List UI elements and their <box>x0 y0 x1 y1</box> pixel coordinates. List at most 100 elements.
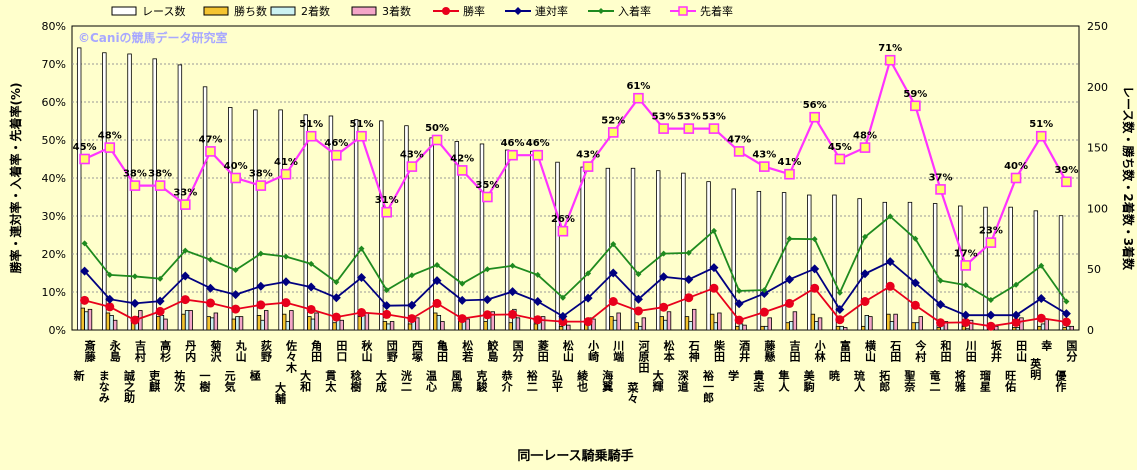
point-先着率 <box>129 180 141 191</box>
data-label: 43% <box>576 150 600 161</box>
legend-label: 3着数 <box>382 4 411 18</box>
bar-3着数 <box>163 318 168 331</box>
y-right-tick-label: 0 <box>1087 324 1094 337</box>
point-連対率 <box>130 298 140 308</box>
x-tick-label-family: 佐々木 <box>284 339 298 374</box>
x-tick-label-family: 菊沢 <box>209 339 222 363</box>
data-label: 47% <box>727 134 751 145</box>
x-tick-label-given: 大輝 <box>651 369 664 393</box>
point-先着率 <box>935 184 946 195</box>
point-先着率 <box>205 146 216 157</box>
x-tick-label-given: 深道 <box>676 369 689 393</box>
y-left-tick-label: 60% <box>42 96 66 109</box>
bar-2着数 <box>1040 323 1046 331</box>
bar-勝ち数 <box>1037 325 1042 331</box>
bar-3着数 <box>717 312 722 331</box>
bar-2着数 <box>235 316 240 331</box>
point-連対率 <box>357 273 367 283</box>
bar-勝ち数 <box>508 322 513 331</box>
point-入着率 <box>559 294 566 301</box>
x-tick-label-family: 横山 <box>864 339 877 363</box>
point-先着率 <box>104 142 116 153</box>
point-入着率 <box>257 250 264 257</box>
point-入着率 <box>509 262 516 269</box>
point-連対率 <box>885 257 895 267</box>
bar-レース数 <box>353 119 359 331</box>
y-right-tick-label: 200 <box>1087 81 1108 94</box>
point-入着率 <box>862 233 869 240</box>
x-tick-label-given: まなみ <box>97 370 110 404</box>
x-tick-label-family: 荻野 <box>259 339 272 363</box>
x-tick-label-given: 裕二 <box>525 369 539 392</box>
bar-レース数 <box>630 167 636 331</box>
point-連対率 <box>860 269 870 279</box>
point-連対率 <box>256 281 266 291</box>
x-tick-label-given: 優作 <box>1054 369 1068 393</box>
x-tick-label-family: 田山 <box>1015 340 1028 363</box>
bar-2着数 <box>713 322 718 331</box>
bar-レース数 <box>656 170 661 331</box>
data-label: 71% <box>878 43 902 54</box>
bar-3着数 <box>893 313 898 331</box>
point-勝率 <box>659 302 669 312</box>
x-tick-label-given: 吏麒 <box>148 369 161 393</box>
x-tick-label-family: 西塚 <box>410 340 423 362</box>
point-連対率 <box>1036 293 1046 303</box>
point-連対率 <box>205 283 215 293</box>
x-tick-label-given: 暁 <box>827 369 840 382</box>
x-tick-label-family: 川田 <box>964 340 978 363</box>
bar-レース数 <box>756 190 762 331</box>
y-left-tick-label: 70% <box>42 58 66 71</box>
bar-レース数 <box>228 107 233 331</box>
point-入着率 <box>836 289 843 296</box>
bar-3着数 <box>843 327 848 331</box>
legend-label: 勝ち数 <box>234 4 267 18</box>
legend-label: レース数 <box>142 5 185 18</box>
data-label: 39% <box>1054 165 1078 176</box>
bar-3着数 <box>767 317 772 331</box>
x-tick-label-family: 永島 <box>108 339 122 363</box>
data-label: 40% <box>1004 161 1028 172</box>
point-先着率 <box>406 161 418 172</box>
bar-2着数 <box>159 315 165 331</box>
bar-レース数 <box>379 120 384 331</box>
x-tick-label-family: 石田 <box>889 340 903 363</box>
line-連対率 <box>83 260 1067 318</box>
point-勝率 <box>357 308 367 318</box>
point-勝率 <box>684 293 694 303</box>
bar-2着数 <box>688 321 693 331</box>
x-tick-label-family: 藤懸 <box>763 339 776 362</box>
y-right-tick-label: 150 <box>1087 142 1108 155</box>
point-入着率 <box>1063 298 1070 305</box>
data-label: 38% <box>148 169 172 180</box>
point-先着率 <box>280 168 292 180</box>
legend-swatch-marker <box>514 7 522 15</box>
point-先着率 <box>1035 130 1047 142</box>
bar-勝ち数 <box>382 321 388 331</box>
bar-勝ち数 <box>105 312 111 331</box>
bar-3着数 <box>1069 325 1075 331</box>
point-入着率 <box>434 262 441 269</box>
x-tick-label-family: 鮫島 <box>486 339 499 363</box>
bar-3着数 <box>1044 318 1049 331</box>
point-先着率 <box>809 111 820 123</box>
point-先着率 <box>633 92 644 104</box>
watermark: ©Caniの競馬データ研究室 <box>78 30 228 45</box>
bar-3着数 <box>289 310 294 331</box>
point-入着率 <box>484 266 491 273</box>
bar-3着数 <box>616 312 621 331</box>
y-left-axis-title: 勝率・連対率・入着率・先着率(%) <box>8 83 23 274</box>
x-tick-label-family: 菱田 <box>536 339 549 363</box>
bar-3着数 <box>792 311 798 331</box>
data-label: 31% <box>375 195 399 206</box>
point-先着率 <box>1010 172 1022 184</box>
x-tick-label-family: 斎藤 <box>83 339 96 363</box>
point-連対率 <box>508 287 518 297</box>
point-入着率 <box>81 240 88 247</box>
y-left-tick-label: 20% <box>42 248 66 261</box>
bar-2着数 <box>1015 327 1021 331</box>
bar-レース数 <box>152 58 157 331</box>
bar-2着数 <box>889 321 895 331</box>
legend-label: 先着率 <box>700 4 733 18</box>
point-先着率 <box>658 123 669 134</box>
